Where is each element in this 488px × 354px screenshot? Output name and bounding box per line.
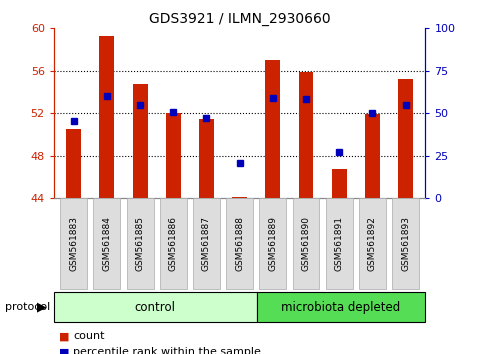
- Text: GSM561886: GSM561886: [168, 216, 177, 271]
- Text: GSM561891: GSM561891: [334, 216, 343, 271]
- Bar: [66, 129, 81, 198]
- Text: GSM561888: GSM561888: [235, 216, 244, 271]
- Bar: [397, 79, 412, 198]
- Text: GSM561892: GSM561892: [367, 216, 376, 271]
- Text: ■: ■: [59, 331, 69, 341]
- Bar: [99, 36, 114, 198]
- Bar: [364, 114, 379, 198]
- Title: GDS3921 / ILMN_2930660: GDS3921 / ILMN_2930660: [148, 12, 330, 26]
- Text: control: control: [134, 301, 175, 314]
- Text: GSM561889: GSM561889: [268, 216, 277, 271]
- Text: microbiota depleted: microbiota depleted: [281, 301, 400, 314]
- Text: GSM561883: GSM561883: [69, 216, 78, 271]
- Bar: [265, 60, 280, 198]
- Text: GSM561887: GSM561887: [202, 216, 210, 271]
- Bar: [331, 169, 346, 198]
- Text: ▶: ▶: [37, 301, 46, 314]
- Text: GSM561893: GSM561893: [400, 216, 409, 271]
- Text: GSM561885: GSM561885: [135, 216, 144, 271]
- Text: count: count: [73, 331, 104, 341]
- Bar: [232, 197, 246, 198]
- Text: percentile rank within the sample: percentile rank within the sample: [73, 347, 261, 354]
- Text: protocol: protocol: [5, 302, 50, 312]
- Bar: [132, 84, 147, 198]
- Text: ■: ■: [59, 347, 69, 354]
- Bar: [298, 72, 313, 198]
- Text: GSM561884: GSM561884: [102, 216, 111, 271]
- Text: GSM561890: GSM561890: [301, 216, 310, 271]
- Bar: [199, 119, 213, 198]
- Bar: [165, 113, 181, 198]
